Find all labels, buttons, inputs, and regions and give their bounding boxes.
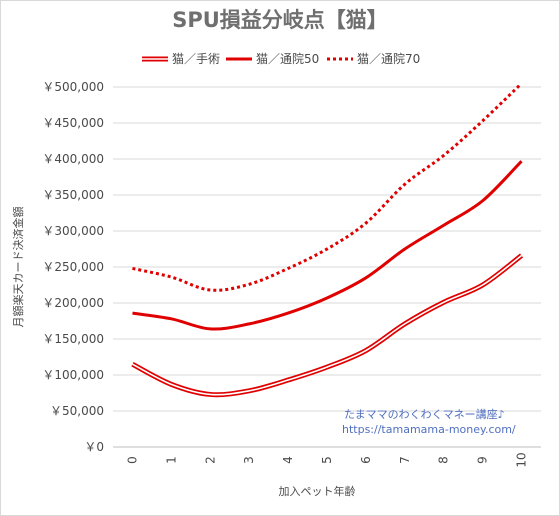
series-line-inner <box>132 254 523 396</box>
y-tick-label: ￥350,000 <box>42 188 104 202</box>
series-0 <box>131 253 524 398</box>
y-tick-label: ￥500,000 <box>42 80 104 94</box>
x-tick-label: 3 <box>242 456 256 464</box>
y-tick-label: ￥0 <box>84 440 104 454</box>
y-tick-label: ￥100,000 <box>42 368 104 382</box>
x-tick-label: 2 <box>203 456 217 464</box>
y-tick-label: ￥200,000 <box>42 296 104 310</box>
chart-title: SPU損益分岐点【猫】 <box>172 8 388 32</box>
x-tick-label: 10 <box>515 452 529 467</box>
x-tick-label: 6 <box>359 456 373 464</box>
series-line <box>132 160 523 331</box>
y-axis-label: 月額楽天カード決済金額 <box>11 207 25 328</box>
x-tick-label: 7 <box>398 456 412 464</box>
legend-item: 猫／通院70 <box>327 52 420 66</box>
y-tick-label: ￥300,000 <box>42 224 104 238</box>
watermark-url: https://tamamama-money.com/ <box>342 423 516 436</box>
y-axis-ticks: ￥0 ￥50,000 ￥100,000 ￥150,000 ￥200,000 ￥250,00… <box>42 80 104 454</box>
x-tick-label: 9 <box>476 456 490 464</box>
y-tick-label: ￥450,000 <box>42 116 104 130</box>
y-tick-label: ￥400,000 <box>42 152 104 166</box>
y-tick-label: ￥250,000 <box>42 260 104 274</box>
series-layer <box>131 85 524 398</box>
y-tick-label: ￥50,000 <box>50 404 104 418</box>
legend: 猫／手術 猫／通院50 猫／通院70 <box>142 52 420 66</box>
watermark-title: たまママのわくわくマネー講座♪ <box>344 407 505 421</box>
x-tick-label: 0 <box>125 456 139 464</box>
legend-label: 猫／通院70 <box>357 52 420 66</box>
legend-item: 猫／通院50 <box>226 52 319 66</box>
series-1 <box>132 160 523 331</box>
x-tick-label: 4 <box>281 456 295 464</box>
x-axis-label: 加入ペット年齢 <box>279 484 356 498</box>
legend-label: 猫／手術 <box>172 52 220 66</box>
series-2 <box>132 85 523 292</box>
x-tick-label: 5 <box>320 456 334 464</box>
x-tick-label: 8 <box>437 456 451 464</box>
grid <box>113 86 541 448</box>
x-axis-ticks: 0 1 2 3 4 5 6 7 8 9 10 <box>125 452 528 467</box>
legend-label: 猫／通院50 <box>256 52 319 66</box>
series-line <box>132 85 523 292</box>
legend-item: 猫／手術 <box>142 52 220 66</box>
y-tick-label: ￥150,000 <box>42 332 104 346</box>
x-tick-label: 1 <box>164 456 178 464</box>
